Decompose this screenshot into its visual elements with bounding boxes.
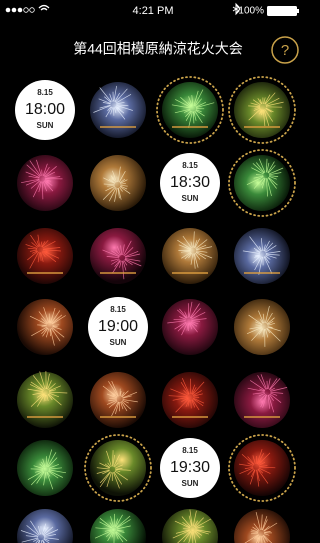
grid-tile[interactable] bbox=[17, 155, 73, 211]
firework-photo[interactable] bbox=[234, 440, 290, 496]
badge-time[interactable]: 18:00 bbox=[25, 101, 65, 118]
badge-date[interactable]: 8.15 bbox=[110, 305, 126, 314]
city-lights bbox=[172, 272, 208, 274]
page: 4:21 PM 100% 第44回相模原納涼花火大会 ? 8.15 18:00 SU… bbox=[0, 0, 320, 543]
firework-photo[interactable] bbox=[162, 299, 218, 355]
grid-tile[interactable] bbox=[90, 82, 146, 138]
firework-photo[interactable] bbox=[234, 372, 290, 428]
badge-time[interactable]: 18:30 bbox=[170, 174, 210, 191]
firework-photo[interactable] bbox=[17, 372, 73, 428]
firework-photo[interactable] bbox=[90, 372, 146, 428]
city-lights bbox=[244, 126, 280, 128]
firework-photo[interactable] bbox=[234, 155, 290, 211]
city-lights bbox=[100, 126, 136, 128]
grid-tile[interactable] bbox=[17, 440, 73, 496]
badge-date[interactable]: 8.15 bbox=[37, 88, 53, 97]
grid-tile[interactable] bbox=[162, 228, 218, 284]
firework-photo[interactable] bbox=[234, 299, 290, 355]
battery-tip bbox=[297, 9, 299, 13]
battery-icon bbox=[267, 6, 297, 16]
firework-photo[interactable] bbox=[17, 299, 73, 355]
battery-percent: 100% bbox=[238, 6, 264, 17]
grid-tile[interactable] bbox=[90, 228, 146, 284]
grid-tile[interactable] bbox=[90, 372, 146, 428]
status-time: 4:21 PM bbox=[133, 5, 174, 17]
grid-tile[interactable] bbox=[17, 228, 73, 284]
firework-photo[interactable] bbox=[17, 440, 73, 496]
grid-tile[interactable]: 8.15 18:30 SUN bbox=[160, 153, 220, 213]
header-title: 第44回相模原納涼花火大会 bbox=[73, 41, 243, 57]
badge-time[interactable]: 19:30 bbox=[170, 459, 210, 476]
grid-tile[interactable] bbox=[234, 299, 290, 355]
grid-tile[interactable] bbox=[162, 372, 218, 428]
city-lights bbox=[172, 126, 208, 128]
grid-tile[interactable]: 8.15 19:30 SUN bbox=[160, 438, 220, 498]
city-lights bbox=[172, 416, 208, 418]
grid-tile[interactable] bbox=[90, 155, 146, 211]
city-lights bbox=[244, 272, 280, 274]
badge-date[interactable]: 8.15 bbox=[182, 446, 198, 455]
grid-tile[interactable]: 8.15 18:00 SUN bbox=[15, 80, 75, 140]
firework-photo[interactable] bbox=[17, 155, 73, 211]
badge-day[interactable]: SUN bbox=[182, 479, 199, 488]
grid-tile[interactable]: 8.15 19:00 SUN bbox=[88, 297, 148, 357]
badge-day[interactable]: SUN bbox=[110, 338, 127, 347]
city-lights bbox=[27, 272, 63, 274]
firework-photo[interactable] bbox=[234, 228, 290, 284]
badge-date[interactable]: 8.15 bbox=[182, 161, 198, 170]
help-label[interactable]: ? bbox=[281, 42, 289, 59]
city-lights bbox=[244, 416, 280, 418]
city-lights bbox=[100, 416, 136, 418]
city-lights bbox=[100, 272, 136, 274]
screen: 4:21 PM 100% 第44回相模原納涼花火大会 ? 8.15 18:00 SU… bbox=[0, 0, 306, 543]
city-lights bbox=[27, 416, 63, 418]
firework-photo[interactable] bbox=[234, 82, 290, 138]
badge-day[interactable]: SUN bbox=[37, 121, 54, 130]
firework-photo[interactable] bbox=[90, 155, 146, 211]
grid-tile[interactable] bbox=[234, 372, 290, 428]
badge-day[interactable]: SUN bbox=[182, 194, 199, 203]
grid-tile[interactable] bbox=[162, 299, 218, 355]
grid-tile[interactable] bbox=[17, 299, 73, 355]
grid-tile[interactable] bbox=[234, 228, 290, 284]
badge-time[interactable]: 19:00 bbox=[98, 318, 138, 335]
